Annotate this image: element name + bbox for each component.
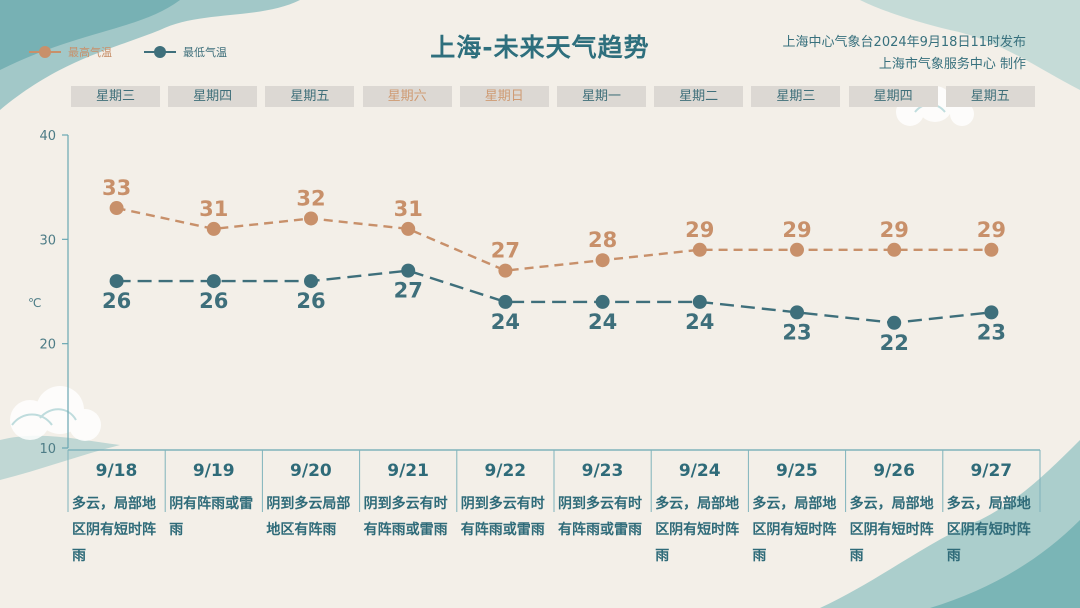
legend-low-marker bbox=[144, 46, 176, 58]
publisher-line-2: 上海市气象服务中心 制作 bbox=[878, 57, 1026, 72]
high-temp-point bbox=[498, 263, 513, 278]
high-temp-label: 28 bbox=[588, 228, 617, 252]
weather-description: 阴到多云有时有阵雨或雷雨 bbox=[363, 496, 448, 538]
weekday-label: 星期四 bbox=[848, 86, 938, 107]
low-temp-label: 27 bbox=[394, 279, 423, 303]
high-temp-point bbox=[109, 201, 124, 216]
y-axis-unit: ℃ bbox=[28, 296, 42, 310]
high-temp-label: 31 bbox=[199, 197, 228, 221]
date-label: 9/23 bbox=[581, 461, 624, 481]
high-temp-point bbox=[984, 242, 999, 257]
legend-high-marker bbox=[29, 46, 61, 58]
weather-description: 阴到多云有时有阵雨或雷雨 bbox=[558, 496, 642, 538]
high-temp-point bbox=[595, 253, 610, 268]
high-temp-point bbox=[401, 221, 416, 236]
low-temp-label: 23 bbox=[977, 320, 1006, 344]
weekday-label: 星期一 bbox=[557, 86, 646, 107]
date-label: 9/22 bbox=[484, 461, 527, 481]
weather-description: 阴到多云局部地区有阵雨 bbox=[266, 496, 351, 538]
y-tick-label: 30 bbox=[39, 233, 56, 248]
high-temp-line bbox=[116, 206, 992, 272]
weekday-label: 星期四 bbox=[168, 86, 258, 107]
high-temp-label: 27 bbox=[491, 239, 520, 263]
high-temp-point bbox=[692, 242, 707, 257]
high-temp-label: 29 bbox=[880, 218, 909, 242]
weather-description: 多云，局部地区阴有短时阵雨 bbox=[655, 496, 740, 564]
weather-description: 多云，局部地区阴有短时阵雨 bbox=[849, 496, 934, 564]
low-temp-label: 26 bbox=[199, 289, 228, 313]
high-temp-label: 31 bbox=[394, 197, 423, 221]
date-label: 9/19 bbox=[192, 461, 235, 481]
high-temp-label: 32 bbox=[296, 186, 325, 210]
low-temp-point bbox=[206, 274, 221, 289]
low-temp-point bbox=[498, 294, 513, 309]
y-tick-label: 10 bbox=[39, 442, 56, 457]
high-temp-label: 29 bbox=[782, 218, 811, 242]
weather-description: 多云，局部地区阴有短时阵雨 bbox=[72, 496, 156, 564]
low-temp-point bbox=[109, 274, 124, 289]
low-temp-point bbox=[401, 263, 416, 278]
high-temp-point bbox=[887, 242, 902, 257]
low-temp-point bbox=[790, 305, 804, 320]
high-temp-point bbox=[790, 242, 804, 257]
y-tick-label: 20 bbox=[39, 338, 56, 353]
low-temp-label: 26 bbox=[102, 289, 131, 313]
low-temp-point bbox=[595, 294, 610, 309]
weekday-label: 星期日 bbox=[459, 86, 549, 107]
low-temp-point bbox=[984, 305, 999, 320]
legend-high-label: 最高气温 bbox=[68, 46, 112, 59]
low-temp-label: 24 bbox=[685, 310, 714, 334]
low-temp-label: 26 bbox=[296, 289, 325, 313]
date-label: 9/26 bbox=[873, 461, 915, 481]
weather-description: 多云，局部地区阴有短时阵雨 bbox=[752, 496, 837, 564]
high-temp-label: 29 bbox=[977, 218, 1006, 242]
weather-description: 阴有阵雨或雷雨 bbox=[169, 496, 254, 538]
weekday-label: 星期五 bbox=[945, 86, 1035, 107]
high-temp-label: 29 bbox=[685, 218, 714, 242]
low-temp-line bbox=[116, 269, 992, 325]
weekday-label: 星期二 bbox=[654, 86, 744, 107]
high-temp-point bbox=[304, 211, 318, 226]
weekday-label: 星期三 bbox=[71, 86, 160, 107]
low-temp-point bbox=[887, 315, 902, 330]
date-label: 9/25 bbox=[776, 461, 818, 481]
low-temp-label: 22 bbox=[880, 331, 909, 355]
high-temp-label: 33 bbox=[102, 176, 131, 200]
weekday-label: 星期六 bbox=[362, 86, 452, 107]
low-temp-point bbox=[304, 274, 318, 289]
date-label: 9/27 bbox=[970, 461, 1013, 481]
legend-high: 最高气温 bbox=[28, 44, 112, 60]
weekday-label: 星期五 bbox=[265, 86, 355, 107]
high-temp-point bbox=[206, 221, 221, 236]
date-label: 9/21 bbox=[387, 461, 429, 481]
publisher-line-1: 上海中心气象台2024年9月18日11时发布 bbox=[782, 35, 1026, 50]
low-temp-label: 24 bbox=[588, 310, 617, 334]
y-tick-label: 40 bbox=[39, 129, 56, 144]
weather-description: 阴到多云有时有阵雨或雷雨 bbox=[460, 496, 545, 538]
legend-low-label: 最低气温 bbox=[183, 46, 227, 59]
weather-description: 多云，局部地区阴有短时阵雨 bbox=[946, 496, 1031, 564]
date-label: 9/20 bbox=[290, 461, 332, 481]
low-temp-label: 23 bbox=[782, 320, 811, 344]
weekday-label: 星期三 bbox=[751, 86, 841, 107]
date-label: 9/18 bbox=[95, 461, 138, 481]
legend-low: 最低气温 bbox=[143, 44, 227, 60]
low-temp-label: 24 bbox=[491, 310, 520, 334]
date-label: 9/24 bbox=[678, 461, 721, 481]
page-title: 上海-未来天气趋势 bbox=[430, 33, 650, 62]
low-temp-point bbox=[692, 294, 707, 309]
